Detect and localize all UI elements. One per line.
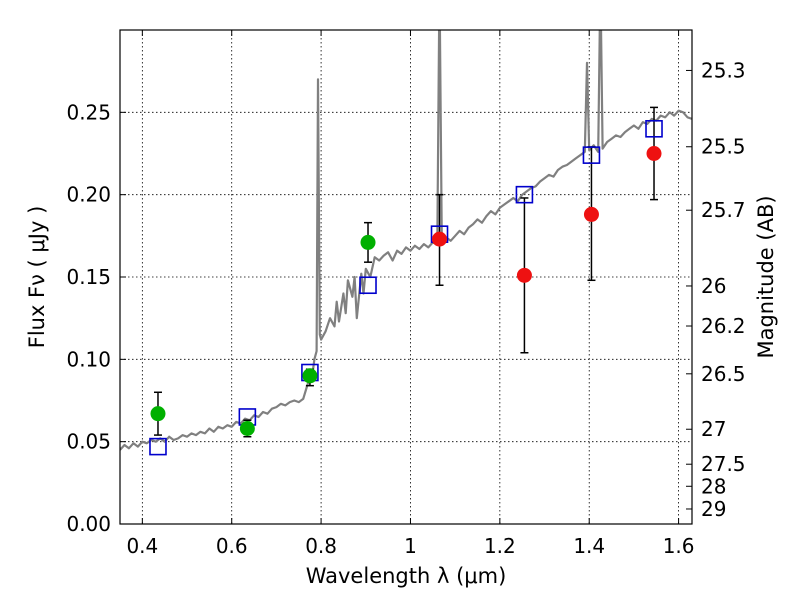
y-tick-label: 0.20 — [66, 183, 111, 207]
plot-frame — [119, 29, 693, 525]
model-photometry-square — [582, 146, 601, 164]
x-tick-label: 0.8 — [305, 534, 337, 558]
right-axis-label: Magnitude (AB) — [754, 195, 778, 358]
x-tick-label: 1 — [404, 534, 417, 558]
model-photometry-square — [149, 437, 167, 456]
mag-tick-label: 29 — [701, 497, 726, 521]
plot-area — [120, 30, 692, 456]
green-point — [360, 234, 376, 250]
green-point — [302, 368, 318, 384]
mag-tick-label: 25.7 — [701, 198, 746, 222]
red-point — [646, 146, 662, 161]
x-tick-label: 1.4 — [573, 534, 605, 558]
mag-tick-label: 25.5 — [701, 135, 746, 159]
y-axis-label: Flux Fν ( μJy ) — [25, 206, 49, 349]
model-photometry-square — [359, 276, 377, 295]
y-tick-label: 0.15 — [66, 265, 111, 289]
red-point — [432, 231, 448, 247]
x-tick-label: 1.2 — [484, 534, 516, 558]
y-tick-label: 0.10 — [66, 347, 111, 371]
x-axis-label: Wavelength λ (μm) — [306, 564, 507, 588]
mag-tick-label: 26.2 — [701, 314, 746, 338]
red-point — [583, 206, 599, 222]
mag-tick-label: 26 — [701, 274, 726, 298]
y-tick-label: 0.00 — [66, 512, 111, 536]
model-photometry-square — [515, 185, 534, 204]
green-point — [150, 406, 166, 422]
green-point — [239, 420, 255, 436]
model-spectrum-line — [120, 30, 692, 451]
mag-tick-label: 26.5 — [701, 362, 746, 386]
x-tick-label: 1.6 — [663, 534, 695, 558]
x-tick-label: 0.4 — [126, 534, 158, 558]
mag-tick-label: 27 — [701, 417, 726, 441]
axis-ticks: 0.4 0.6 0.8 1 1.2 1.4 1.6 0.00 0.05 0.10 0.15 0.20 0… — [66, 30, 746, 558]
x-tick-label: 0.6 — [216, 534, 248, 558]
mag-tick-label: 27.5 — [701, 452, 746, 476]
model-photometry-square — [645, 120, 663, 138]
red-point — [516, 267, 532, 283]
y-tick-label: 0.25 — [66, 100, 111, 124]
mag-tick-label: 28 — [701, 474, 726, 498]
mag-tick-label: 25.3 — [701, 58, 746, 82]
y-tick-label: 0.05 — [66, 430, 111, 454]
grid — [120, 30, 692, 525]
